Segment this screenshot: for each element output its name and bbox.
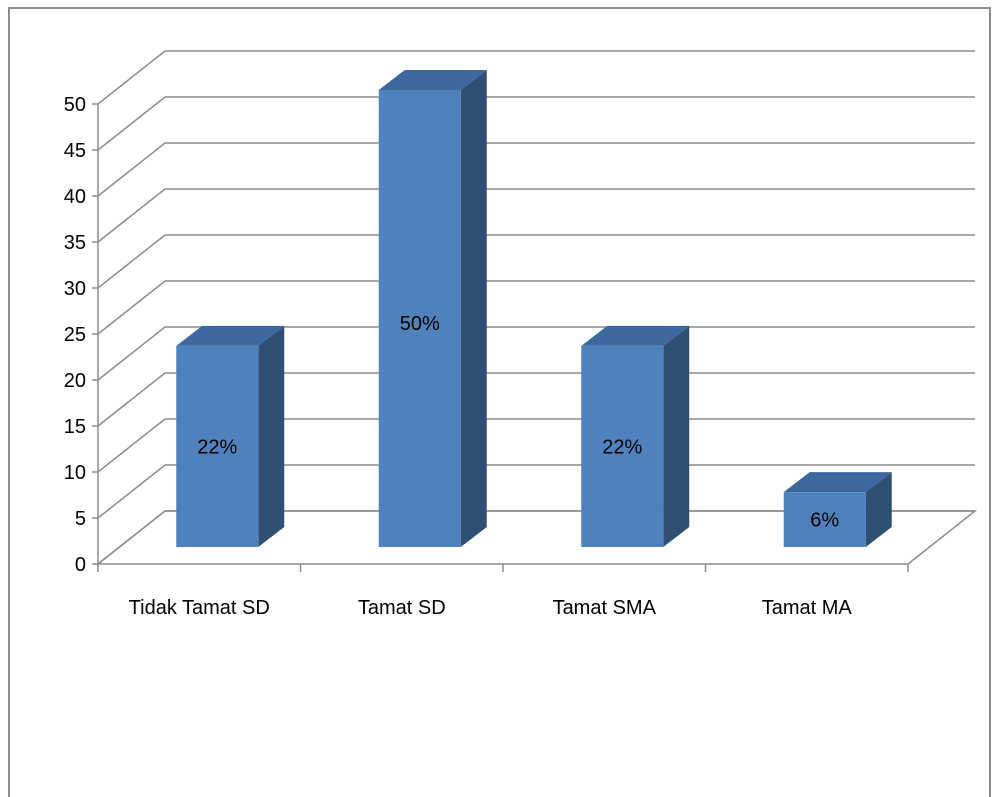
axes	[92, 103, 909, 572]
category-labels: Tidak Tamat SD Tamat SD Tamat SMA Tamat MA	[129, 597, 853, 619]
gridline	[97, 188, 975, 243]
y-tick-label: 50	[64, 94, 86, 116]
bar-top	[378, 70, 487, 90]
bar	[783, 472, 892, 547]
gridline	[97, 234, 975, 289]
data-label: 50%	[400, 313, 440, 335]
y-tick-label: 10	[64, 462, 86, 484]
data-label: 22%	[197, 436, 237, 458]
data-label: 6%	[810, 510, 839, 532]
gridline	[97, 50, 975, 105]
bar-front	[581, 345, 664, 547]
gridlines	[97, 50, 975, 565]
bar-side	[258, 325, 285, 547]
bar-side	[865, 472, 892, 547]
gridline	[97, 464, 975, 519]
bars: 22% 50% 22% 6%	[176, 70, 892, 547]
bar-front	[176, 345, 259, 547]
gridline	[97, 418, 975, 473]
category-label: Tamat MA	[762, 597, 853, 619]
chart-frame	[8, 7, 991, 797]
gridline	[97, 510, 975, 565]
bar	[378, 70, 487, 547]
category-label: Tamat SD	[358, 597, 446, 619]
y-tick-label: 20	[64, 370, 86, 392]
y-tick-label: 40	[64, 186, 86, 208]
bar-front	[378, 90, 461, 547]
bar	[176, 325, 285, 547]
bar-side	[663, 325, 690, 547]
y-tick-label: 0	[75, 554, 86, 576]
bar-side	[460, 70, 487, 547]
gridline	[97, 326, 975, 381]
category-label: Tidak Tamat SD	[129, 597, 270, 619]
bar-top	[783, 472, 892, 493]
y-tick-labels: 0 5 10 15 20 25 30 35 40 45 50	[64, 94, 86, 576]
bar-top	[581, 325, 690, 346]
y-tick-label: 45	[64, 140, 86, 162]
gridline	[97, 96, 975, 151]
y-tick-label: 30	[64, 278, 86, 300]
data-label: 22%	[602, 436, 642, 458]
bar-front	[783, 492, 866, 547]
bar	[581, 325, 690, 547]
gridline	[97, 142, 975, 197]
category-label: Tamat SMA	[553, 597, 657, 619]
y-tick-label: 5	[75, 508, 86, 530]
y-tick-label: 25	[64, 324, 86, 346]
gridline	[97, 372, 975, 427]
y-tick-label: 15	[64, 416, 86, 438]
bar-top	[176, 325, 285, 346]
y-tick-label: 35	[64, 232, 86, 254]
gridline	[97, 280, 975, 335]
